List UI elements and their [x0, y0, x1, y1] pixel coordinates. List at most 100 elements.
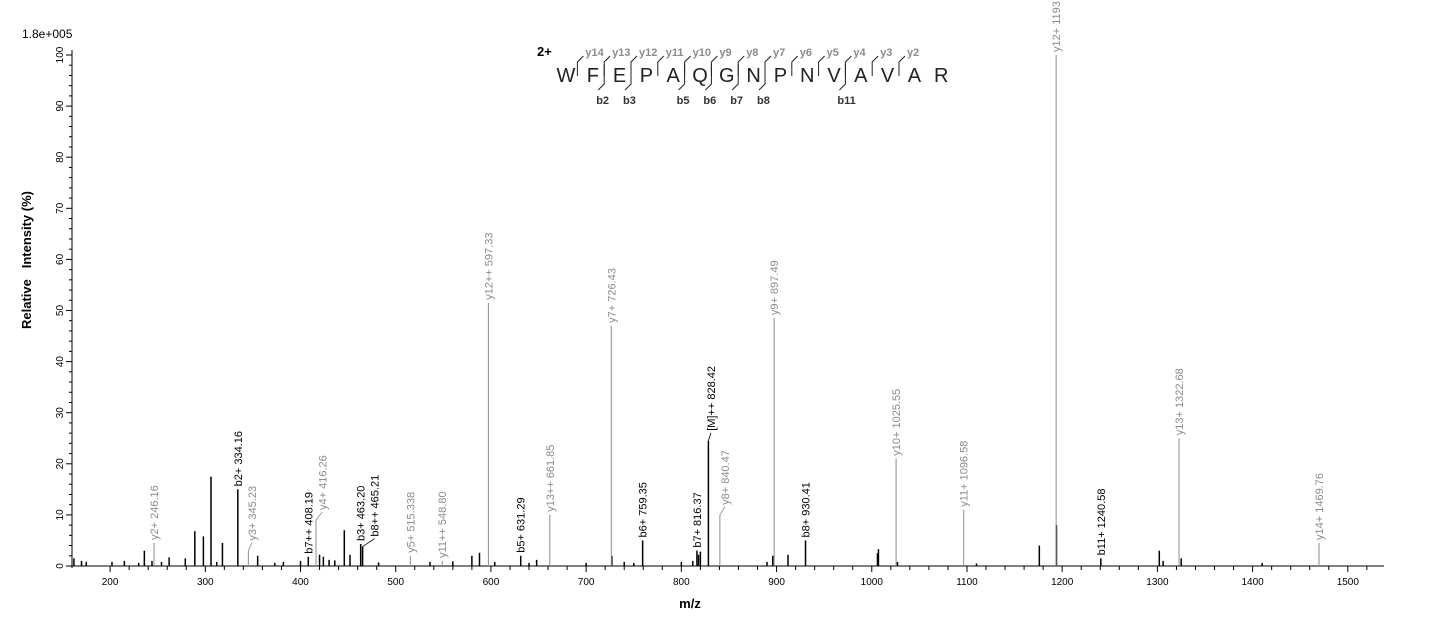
peak-label: b2+ 334.16	[233, 431, 245, 486]
peak-label: b7+ 816.37	[692, 492, 704, 547]
label-leader	[362, 538, 375, 547]
y-ion-label: y4	[853, 47, 866, 59]
y-tick-label: 40	[55, 356, 66, 368]
x-tick-label: 1100	[956, 577, 978, 588]
b-ion-label: b3	[623, 95, 636, 107]
y-ion-label: y7	[773, 47, 785, 59]
charge-label: 2+	[537, 44, 552, 59]
residue: P	[640, 65, 653, 87]
y-axis-label: Relative Intensity (%)	[19, 191, 34, 329]
y-ion-label: y11	[666, 47, 684, 59]
x-tick-label: 400	[292, 577, 309, 588]
peak-label: y12++ 597.33	[483, 233, 495, 300]
y-ion-marker	[844, 55, 852, 76]
residue: E	[613, 65, 626, 87]
b-ion-marker	[705, 64, 712, 91]
y-tick-label: 30	[55, 407, 66, 419]
residue: A	[908, 65, 922, 87]
x-tick-label: 1300	[1146, 577, 1169, 588]
x-tick-label: 1500	[1337, 577, 1360, 588]
x-tick-label: 1200	[1051, 577, 1074, 588]
label-leader	[315, 511, 323, 521]
b-ion-label: b11	[837, 95, 855, 107]
x-tick-label: 200	[102, 577, 119, 588]
y-ion-label: y14	[585, 47, 604, 59]
y-ion-label: y13	[612, 47, 630, 59]
b-ion-marker	[624, 64, 632, 91]
b-ion-marker	[839, 64, 846, 91]
b-ion-marker	[597, 64, 605, 91]
b-ion-marker	[731, 64, 739, 91]
peak-label: b5+ 631.29	[516, 497, 528, 552]
residue: A	[854, 65, 868, 87]
residue: V	[827, 65, 841, 87]
y-ion-marker	[898, 55, 906, 76]
peak-label: y13++ 661.85	[545, 445, 557, 512]
scale-label: 1.8e+005	[22, 27, 73, 41]
residue: N	[746, 65, 760, 87]
b-ion-marker	[678, 64, 686, 91]
peak-label: b3+ 463.20	[356, 486, 368, 541]
y-ion-marker	[818, 55, 825, 76]
residue: P	[774, 65, 787, 87]
label-leader	[708, 432, 712, 441]
residue: F	[587, 65, 599, 87]
peak-label: y10+ 1025.55	[891, 389, 903, 456]
y-ion-label: y2	[907, 47, 919, 59]
b-ion-label: b5	[677, 95, 690, 107]
peak-label: y13+ 1322.68	[1174, 368, 1186, 435]
y-ion-label: y5	[827, 47, 839, 59]
y-ion-marker	[737, 55, 745, 76]
residue: N	[800, 65, 814, 87]
peak-label: y3+ 345.23	[247, 486, 259, 541]
y-tick-label: 50	[55, 305, 66, 317]
y-ion-label: y8	[746, 47, 758, 59]
peak-label: y7+ 726.43	[606, 268, 618, 323]
residue: R	[934, 65, 948, 87]
y-ion-label: y9	[719, 47, 731, 59]
y-tick-label: 70	[55, 202, 66, 214]
peak-label: b8++ 465.21	[370, 475, 382, 537]
x-tick-label: 600	[483, 577, 500, 588]
y-ion-marker	[630, 55, 638, 76]
peak-label: [M]++ 828.42	[706, 366, 718, 431]
y-ion-marker	[603, 55, 611, 76]
y-ion-label: y10	[693, 47, 711, 59]
residue: A	[667, 65, 681, 87]
x-tick-label: 300	[197, 577, 214, 588]
b-ion-label: b7	[730, 95, 743, 107]
y-tick-label: 10	[55, 509, 66, 521]
y-ion-label: y12	[639, 47, 657, 59]
x-tick-label: 1400	[1241, 577, 1264, 588]
b-ion-label: b6	[703, 95, 716, 107]
y-ion-marker	[684, 55, 691, 76]
peak-label: b7++ 408.19	[303, 492, 315, 554]
peak-label: y11++ 548.80	[437, 491, 449, 557]
residue: Q	[692, 65, 708, 87]
y-ion-marker	[657, 55, 665, 76]
peak-label: y2+ 246.16	[149, 485, 161, 540]
x-axis-label: m/z	[679, 596, 701, 611]
x-tick-label: 1000	[861, 577, 884, 588]
y-ion-label: y3	[880, 47, 892, 59]
b-ion-label: b8	[757, 95, 770, 107]
x-tick-label: 700	[578, 577, 595, 588]
y-tick-label: 0	[55, 563, 66, 569]
peak-label: y9+ 897.49	[769, 260, 781, 315]
label-leader	[247, 542, 253, 551]
peak-label: y4+ 416.26	[317, 455, 329, 510]
y-tick-label: 80	[55, 151, 66, 163]
residue: G	[719, 65, 735, 87]
b-ion-label: b2	[596, 95, 609, 107]
x-tick-label: 800	[673, 577, 690, 588]
label-leader	[719, 506, 726, 516]
x-tick-label: 500	[387, 577, 404, 588]
y-ion-marker	[576, 55, 584, 76]
y-ion-marker	[710, 55, 718, 76]
peak-label: y12+ 1193.64	[1051, 0, 1063, 52]
y-tick-label: 90	[55, 100, 66, 112]
x-tick-label: 900	[768, 577, 785, 588]
peak-label: y5+ 515.338	[405, 492, 417, 553]
